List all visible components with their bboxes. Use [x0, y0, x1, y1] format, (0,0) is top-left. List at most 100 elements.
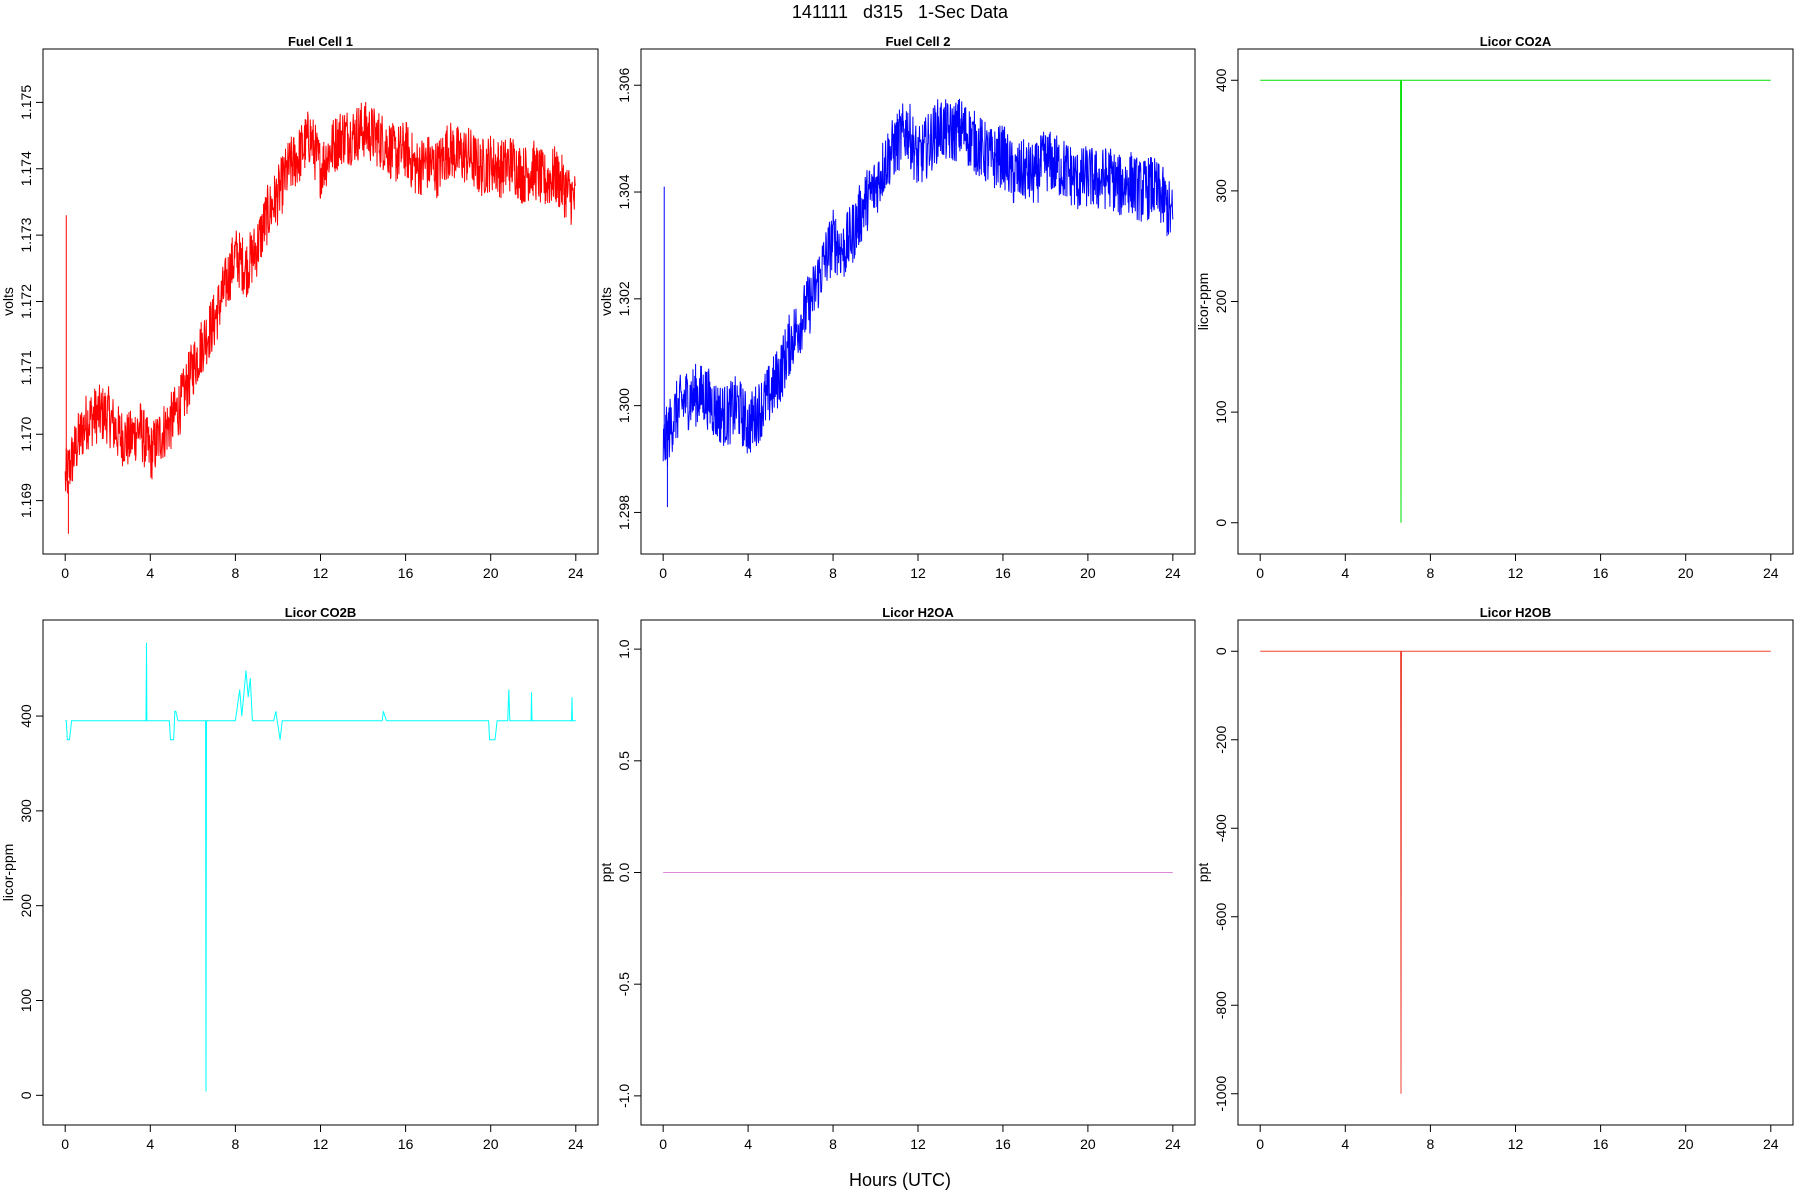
- y-axis-label: ppt: [598, 863, 614, 883]
- panel-title: Fuel Cell 1: [288, 34, 353, 49]
- x-tick-label: 12: [910, 1136, 926, 1152]
- y-tick-label: -800: [1213, 991, 1229, 1019]
- y-tick-label: 0.0: [616, 863, 632, 883]
- x-tick-label: 24: [1763, 565, 1779, 581]
- y-tick-label: 1.171: [18, 350, 34, 385]
- y-tick-label: 100: [18, 989, 34, 1013]
- y-tick-label: 0.5: [616, 751, 632, 771]
- x-tick-label: 16: [1593, 565, 1609, 581]
- y-tick-label: 300: [1213, 179, 1229, 203]
- y-tick-label: 1.170: [18, 417, 34, 452]
- x-tick-label: 4: [1341, 1136, 1349, 1152]
- panel-2: Fuel Cell 2 0 4 8 12 16 20 24 1.298 1.300 1.302 1.3…: [598, 34, 1196, 581]
- y-tick-label: 1.172: [18, 284, 34, 319]
- y-tick-label: -0.5: [616, 972, 632, 996]
- y-axis-label: volts: [598, 287, 614, 316]
- x-tick-label: 0: [61, 1136, 69, 1152]
- y-tick-label: 1.300: [616, 388, 632, 423]
- x-tick-label: 16: [398, 1136, 414, 1152]
- x-tick-label: 16: [1593, 1136, 1609, 1152]
- x-tick-label: 16: [995, 565, 1011, 581]
- series-line: [1260, 650, 1771, 1094]
- x-tick-label: 4: [146, 565, 154, 581]
- x-tick-label: 8: [829, 1136, 837, 1152]
- y-axis-label: licor-ppm: [1195, 273, 1211, 331]
- x-tick-label: 24: [568, 565, 584, 581]
- y-axis-label: licor-ppm: [0, 844, 16, 902]
- x-tick-label: 8: [1427, 565, 1435, 581]
- x-tick-label: 12: [313, 565, 329, 581]
- panel-3: Licor CO2A 0 4 8 12 16 20 24 0 100 200 300 400 licor-…: [1195, 34, 1794, 581]
- series-line: [65, 642, 576, 1092]
- y-tick-label: 100: [1213, 400, 1229, 424]
- panel-title: Licor H2OA: [882, 605, 954, 620]
- panel-1: Fuel Cell 1 0 4 8 12 16 20 24 1.169 1.170 1.171 1.1…: [0, 34, 599, 581]
- y-tick-label: 1.0: [616, 639, 632, 659]
- y-tick-label: 0: [1213, 647, 1229, 655]
- panel-title: Licor H2OB: [1480, 605, 1552, 620]
- page-title: 141111 d315 1-Sec Data: [791, 2, 1009, 22]
- plot-frame: [1237, 619, 1794, 1126]
- x-tick-label: 20: [1080, 1136, 1096, 1152]
- x-tick-label: 12: [1508, 565, 1524, 581]
- y-tick-label: 300: [18, 799, 34, 823]
- plot-frame: [42, 48, 599, 555]
- y-tick-label: 1.173: [18, 217, 34, 252]
- panel-6: Licor H2OB 0 4 8 12 16 20 24 -1000 -800 -600 -400 -2…: [1195, 605, 1794, 1152]
- x-tick-label: 12: [1508, 1136, 1524, 1152]
- y-tick-label: 0: [1213, 519, 1229, 527]
- y-tick-label: 1.169: [18, 483, 34, 518]
- x-tick-label: 0: [1256, 565, 1264, 581]
- x-tick-label: 0: [61, 565, 69, 581]
- y-tick-label: 400: [1213, 68, 1229, 92]
- x-tick-label: 24: [1763, 1136, 1779, 1152]
- y-tick-label: 1.304: [616, 174, 632, 209]
- x-tick-label: 0: [659, 1136, 667, 1152]
- series-line: [64, 101, 576, 494]
- plot-frame: [640, 48, 1196, 555]
- x-tick-label: 12: [313, 1136, 329, 1152]
- series-line: [662, 98, 1174, 466]
- y-tick-label: 0: [18, 1091, 34, 1099]
- x-tick-label: 12: [910, 565, 926, 581]
- plot-frame: [42, 619, 599, 1126]
- x-tick-label: 16: [995, 1136, 1011, 1152]
- y-tick-label: 200: [18, 894, 34, 918]
- x-tick-label: 20: [1678, 1136, 1694, 1152]
- panel-title: Licor CO2B: [285, 605, 357, 620]
- plot-frame: [1237, 48, 1794, 555]
- y-tick-label: -600: [1213, 903, 1229, 931]
- x-tick-label: 24: [1165, 1136, 1181, 1152]
- x-tick-label: 0: [659, 565, 667, 581]
- x-tick-label: 4: [744, 1136, 752, 1152]
- x-tick-label: 20: [1678, 565, 1694, 581]
- x-tick-label: 8: [232, 1136, 240, 1152]
- y-axis-label: ppt: [1195, 863, 1211, 883]
- y-tick-label: -200: [1213, 726, 1229, 754]
- x-tick-label: 24: [568, 1136, 584, 1152]
- x-tick-label: 8: [1427, 1136, 1435, 1152]
- series-line: [1260, 79, 1771, 523]
- x-axis-title: Hours (UTC): [849, 1170, 951, 1190]
- y-tick-label: 1.306: [616, 67, 632, 102]
- y-axis-label: volts: [0, 287, 16, 316]
- y-tick-label: -400: [1213, 814, 1229, 842]
- panel-4: Licor CO2B 0 4 8 12 16 20 24 0 100 200 300 400 licor-…: [0, 605, 599, 1152]
- panel-title: Fuel Cell 2: [885, 34, 950, 49]
- x-tick-label: 20: [1080, 565, 1096, 581]
- y-tick-label: 200: [1213, 290, 1229, 314]
- x-tick-label: 8: [232, 565, 240, 581]
- panel-5: Licor H2OA 0 4 8 12 16 20 24 -1.0 -0.5 0.0 0.5 1.0 pp…: [598, 605, 1196, 1152]
- x-tick-label: 8: [829, 565, 837, 581]
- x-tick-label: 4: [146, 1136, 154, 1152]
- y-tick-label: 1.298: [616, 495, 632, 530]
- x-tick-label: 24: [1165, 565, 1181, 581]
- panel-title: Licor CO2A: [1480, 34, 1552, 49]
- x-tick-label: 4: [1341, 565, 1349, 581]
- y-tick-label: 1.174: [18, 151, 34, 186]
- y-tick-label: 1.302: [616, 281, 632, 316]
- x-tick-label: 4: [744, 565, 752, 581]
- x-tick-label: 20: [483, 565, 499, 581]
- y-tick-label: -1.0: [616, 1084, 632, 1108]
